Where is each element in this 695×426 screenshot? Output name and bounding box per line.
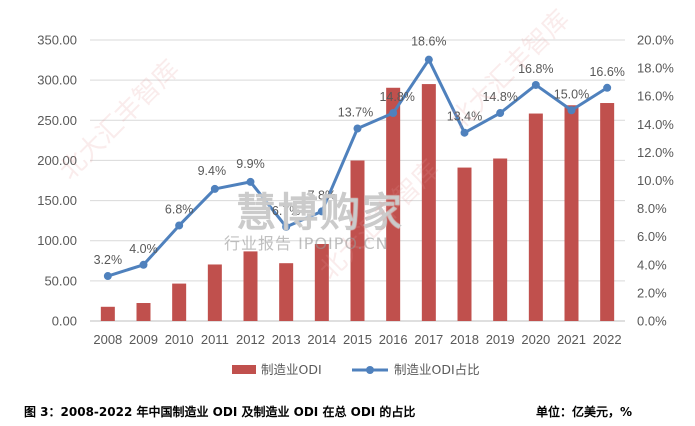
- line-point: [139, 260, 148, 269]
- left-axis: 0.00 50.00 100.00 150.00 200.00 250.00 300.00 3…: [37, 33, 77, 329]
- bar: [136, 303, 151, 321]
- data-label: 16.6%: [589, 65, 624, 79]
- data-label: 6.7%: [272, 204, 301, 218]
- x-tick-label: 2021: [557, 332, 586, 347]
- line-point: [603, 83, 612, 92]
- data-label: 7.8%: [308, 188, 337, 202]
- x-tick-label: 2013: [272, 332, 301, 347]
- x-tick-label: 2022: [593, 332, 622, 347]
- bar: [600, 103, 615, 321]
- x-tick-label: 2020: [521, 332, 550, 347]
- line-point: [175, 221, 184, 230]
- y-right-tick-label: 18.0%: [637, 61, 674, 76]
- bar: [100, 306, 115, 321]
- data-label: 3.2%: [94, 253, 123, 267]
- x-tick-label: 2012: [236, 332, 265, 347]
- y-left-tick-label: 0.00: [52, 314, 77, 329]
- y-right-tick-label: 16.0%: [637, 89, 674, 104]
- line-point: [531, 80, 540, 89]
- right-axis: 0.0% 2.0% 4.0% 6.0% 8.0% 10.0% 12.0% 14.0% 16.0%…: [637, 33, 674, 329]
- legend-swatch-bar: [232, 365, 256, 374]
- x-tick-label: 2010: [165, 332, 194, 347]
- unit-caption: 单位：亿美元，%: [536, 405, 633, 419]
- bar: [350, 160, 365, 321]
- bar: [564, 105, 579, 322]
- bar: [279, 263, 294, 321]
- y-right-tick-label: 0.0%: [637, 314, 667, 329]
- bar: [386, 87, 401, 322]
- x-tick-label: 2017: [414, 332, 443, 347]
- bar: [207, 264, 222, 321]
- bar: [243, 251, 258, 321]
- data-label: 14.8%: [379, 90, 414, 104]
- y-right-tick-label: 6.0%: [637, 229, 667, 244]
- bar: [493, 158, 508, 321]
- line-point: [496, 109, 505, 118]
- x-axis: 2008 2009 2010 2011 2012 2013 2014 2015 2016 2017…: [93, 332, 621, 347]
- line-point: [460, 128, 469, 137]
- data-label: 13.7%: [338, 106, 373, 120]
- data-label: 15.0%: [554, 87, 589, 101]
- line-point: [424, 55, 433, 64]
- y-left-tick-label: 350.00: [37, 33, 77, 48]
- y-right-tick-label: 10.0%: [637, 173, 674, 188]
- x-tick-label: 2019: [486, 332, 515, 347]
- data-label: 16.8%: [518, 62, 553, 76]
- y-right-tick-label: 20.0%: [637, 33, 674, 48]
- figure-caption: 图 3：2008-2022 年中国制造业 ODI 及制造业 ODI 在总 ODI…: [24, 405, 416, 419]
- y-right-tick-label: 4.0%: [637, 257, 667, 272]
- x-tick-label: 2016: [379, 332, 408, 347]
- line-point: [246, 177, 255, 186]
- y-left-tick-label: 250.00: [37, 113, 77, 128]
- line-point: [567, 106, 576, 115]
- data-label: 18.6%: [411, 35, 446, 49]
- x-tick-label: 2011: [201, 332, 229, 347]
- bar: [457, 167, 472, 321]
- legend-label-bar: 制造业ODI: [261, 362, 322, 377]
- y-right-tick-label: 8.0%: [637, 201, 667, 216]
- data-label: 14.8%: [482, 90, 517, 104]
- bar: [528, 113, 543, 321]
- y-left-tick-label: 50.00: [44, 273, 77, 288]
- y-left-tick-label: 150.00: [37, 193, 77, 208]
- x-tick-label: 2015: [343, 332, 372, 347]
- line-point: [210, 184, 219, 193]
- y-right-tick-label: 14.0%: [637, 117, 674, 132]
- x-tick-label: 2008: [93, 332, 122, 347]
- data-label: 4.0%: [129, 242, 158, 256]
- line-point: [317, 207, 326, 216]
- data-label: 13.4%: [447, 110, 482, 124]
- bar: [421, 84, 436, 321]
- bar: [172, 283, 187, 321]
- line-point: [353, 124, 362, 133]
- line-point: [389, 109, 398, 118]
- legend-label-line: 制造业ODI占比: [394, 362, 480, 377]
- chart: 3.2% 4.0% 6.8% 9.4% 9.9% 6.7% 7.8% 13.7% 14.8% 18…: [37, 33, 674, 378]
- x-tick-label: 2018: [450, 332, 479, 347]
- legend-swatch-marker: [366, 366, 374, 374]
- y-right-tick-label: 12.0%: [637, 145, 674, 160]
- data-label: 9.4%: [198, 164, 227, 178]
- data-labels: 3.2% 4.0% 6.8% 9.4% 9.9% 6.7% 7.8% 13.7% 14.8% 18…: [94, 35, 625, 267]
- y-left-tick-label: 200.00: [37, 153, 77, 168]
- y-right-tick-label: 2.0%: [637, 285, 667, 300]
- line-point: [282, 222, 291, 231]
- bar: [314, 244, 329, 321]
- line-point: [103, 272, 112, 281]
- bar-series: [100, 84, 615, 322]
- data-label: 9.9%: [236, 157, 265, 171]
- x-tick-label: 2009: [129, 332, 158, 347]
- y-left-tick-label: 100.00: [37, 233, 77, 248]
- y-left-tick-label: 300.00: [37, 73, 77, 88]
- line-series: [103, 55, 612, 281]
- legend: 制造业ODI 制造业ODI占比: [232, 362, 480, 377]
- data-label: 6.8%: [165, 202, 194, 216]
- x-tick-label: 2014: [307, 332, 336, 347]
